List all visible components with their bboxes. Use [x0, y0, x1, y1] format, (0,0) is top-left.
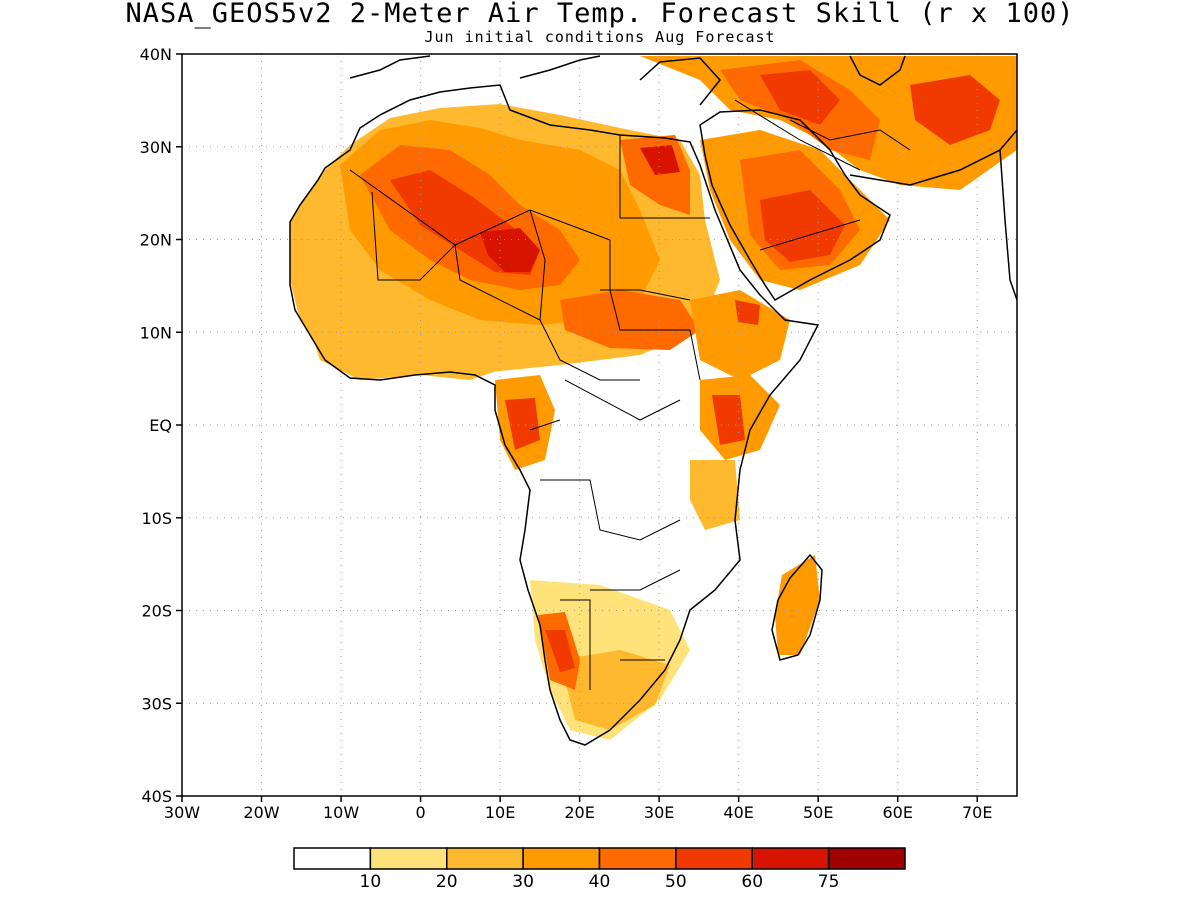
latitude-labels: 40N 30N 20N 10N EQ 10S 20S 30S 40S [140, 45, 172, 806]
lon-label: 0 [415, 803, 425, 822]
iran-coast [849, 129, 1017, 186]
caspian-coast [849, 55, 906, 86]
colorbar-swatch [675, 847, 753, 870]
shade-ethiopia [690, 290, 790, 380]
lon-label: 30E [644, 803, 674, 822]
shade-madagascar [775, 555, 820, 655]
skill-shading [290, 56, 1017, 740]
graticule [182, 54, 1017, 796]
shade-gabon-peak [505, 398, 540, 450]
colorbar-swatch [446, 847, 524, 870]
colorbar-label: 75 [818, 872, 840, 892]
lon-label: 50E [803, 803, 833, 822]
colorbar-label: 50 [665, 872, 687, 892]
lat-label: 30S [141, 694, 172, 713]
arabia-coastline [699, 109, 891, 301]
shade-south-africa-mid [560, 650, 670, 730]
lat-label: 40N [140, 45, 172, 64]
shade-kenya-peak [712, 395, 745, 445]
lon-label: 10E [485, 803, 515, 822]
mediterranean-coast [349, 55, 721, 106]
longitude-labels: 30W 20W 10W 0 10E 20E 30E 40E 50E 60E 70E [164, 803, 993, 822]
colorbar-labels: 10 20 30 40 50 60 75 [360, 872, 840, 892]
border-lines [349, 99, 911, 690]
colorbar-label: 40 [589, 872, 611, 892]
lon-label: 10W [323, 803, 359, 822]
lon-label: 30W [164, 803, 200, 822]
lat-label: 30N [140, 138, 172, 157]
colorbar-label: 20 [436, 872, 458, 892]
lon-label: 70E [962, 803, 992, 822]
colorbar-swatch [598, 847, 677, 870]
colorbar-label: 60 [741, 872, 763, 892]
lat-label: EQ [149, 416, 172, 435]
madagascar-coastline [771, 553, 823, 661]
coastlines [289, 55, 1017, 746]
shade-egypt-peak [640, 145, 680, 175]
colorbar-swatch [827, 847, 906, 870]
lon-label: 60E [882, 803, 912, 822]
shade-westafrica [310, 315, 500, 380]
colorbar-swatch [751, 847, 830, 870]
shade-pakistan [910, 75, 1000, 145]
lat-label: 20N [140, 231, 172, 250]
colorbar [293, 847, 906, 870]
colorbar-label: 10 [360, 872, 382, 892]
map-title: NASA_GEOS5v2 2-Meter Air Temp. Forecast … [125, 0, 1075, 29]
shade-namibia-peak [545, 630, 575, 672]
shade-tanzania [690, 460, 740, 530]
lat-label: 20S [141, 602, 172, 621]
lat-label: 10S [141, 509, 172, 528]
lon-label: 20E [564, 803, 594, 822]
colorbar-swatch [369, 847, 448, 870]
shade-sudan-high [560, 290, 700, 350]
map-subtitle: Jun initial conditions Aug Forecast [424, 28, 776, 46]
lat-label: 10N [140, 323, 172, 342]
shade-iran-peak [760, 70, 840, 125]
lon-label: 40E [723, 803, 753, 822]
colorbar-swatch [293, 847, 372, 870]
lat-label: 40S [141, 787, 172, 806]
colorbar-swatch [522, 847, 601, 870]
africa-coastline [289, 84, 820, 746]
axis-ticks [176, 53, 978, 802]
lon-label: 20W [243, 803, 279, 822]
country-borders [349, 99, 911, 690]
colorbar-label: 30 [512, 872, 534, 892]
shade-ethiopia-peak [735, 300, 760, 325]
india-coast [999, 149, 1017, 301]
